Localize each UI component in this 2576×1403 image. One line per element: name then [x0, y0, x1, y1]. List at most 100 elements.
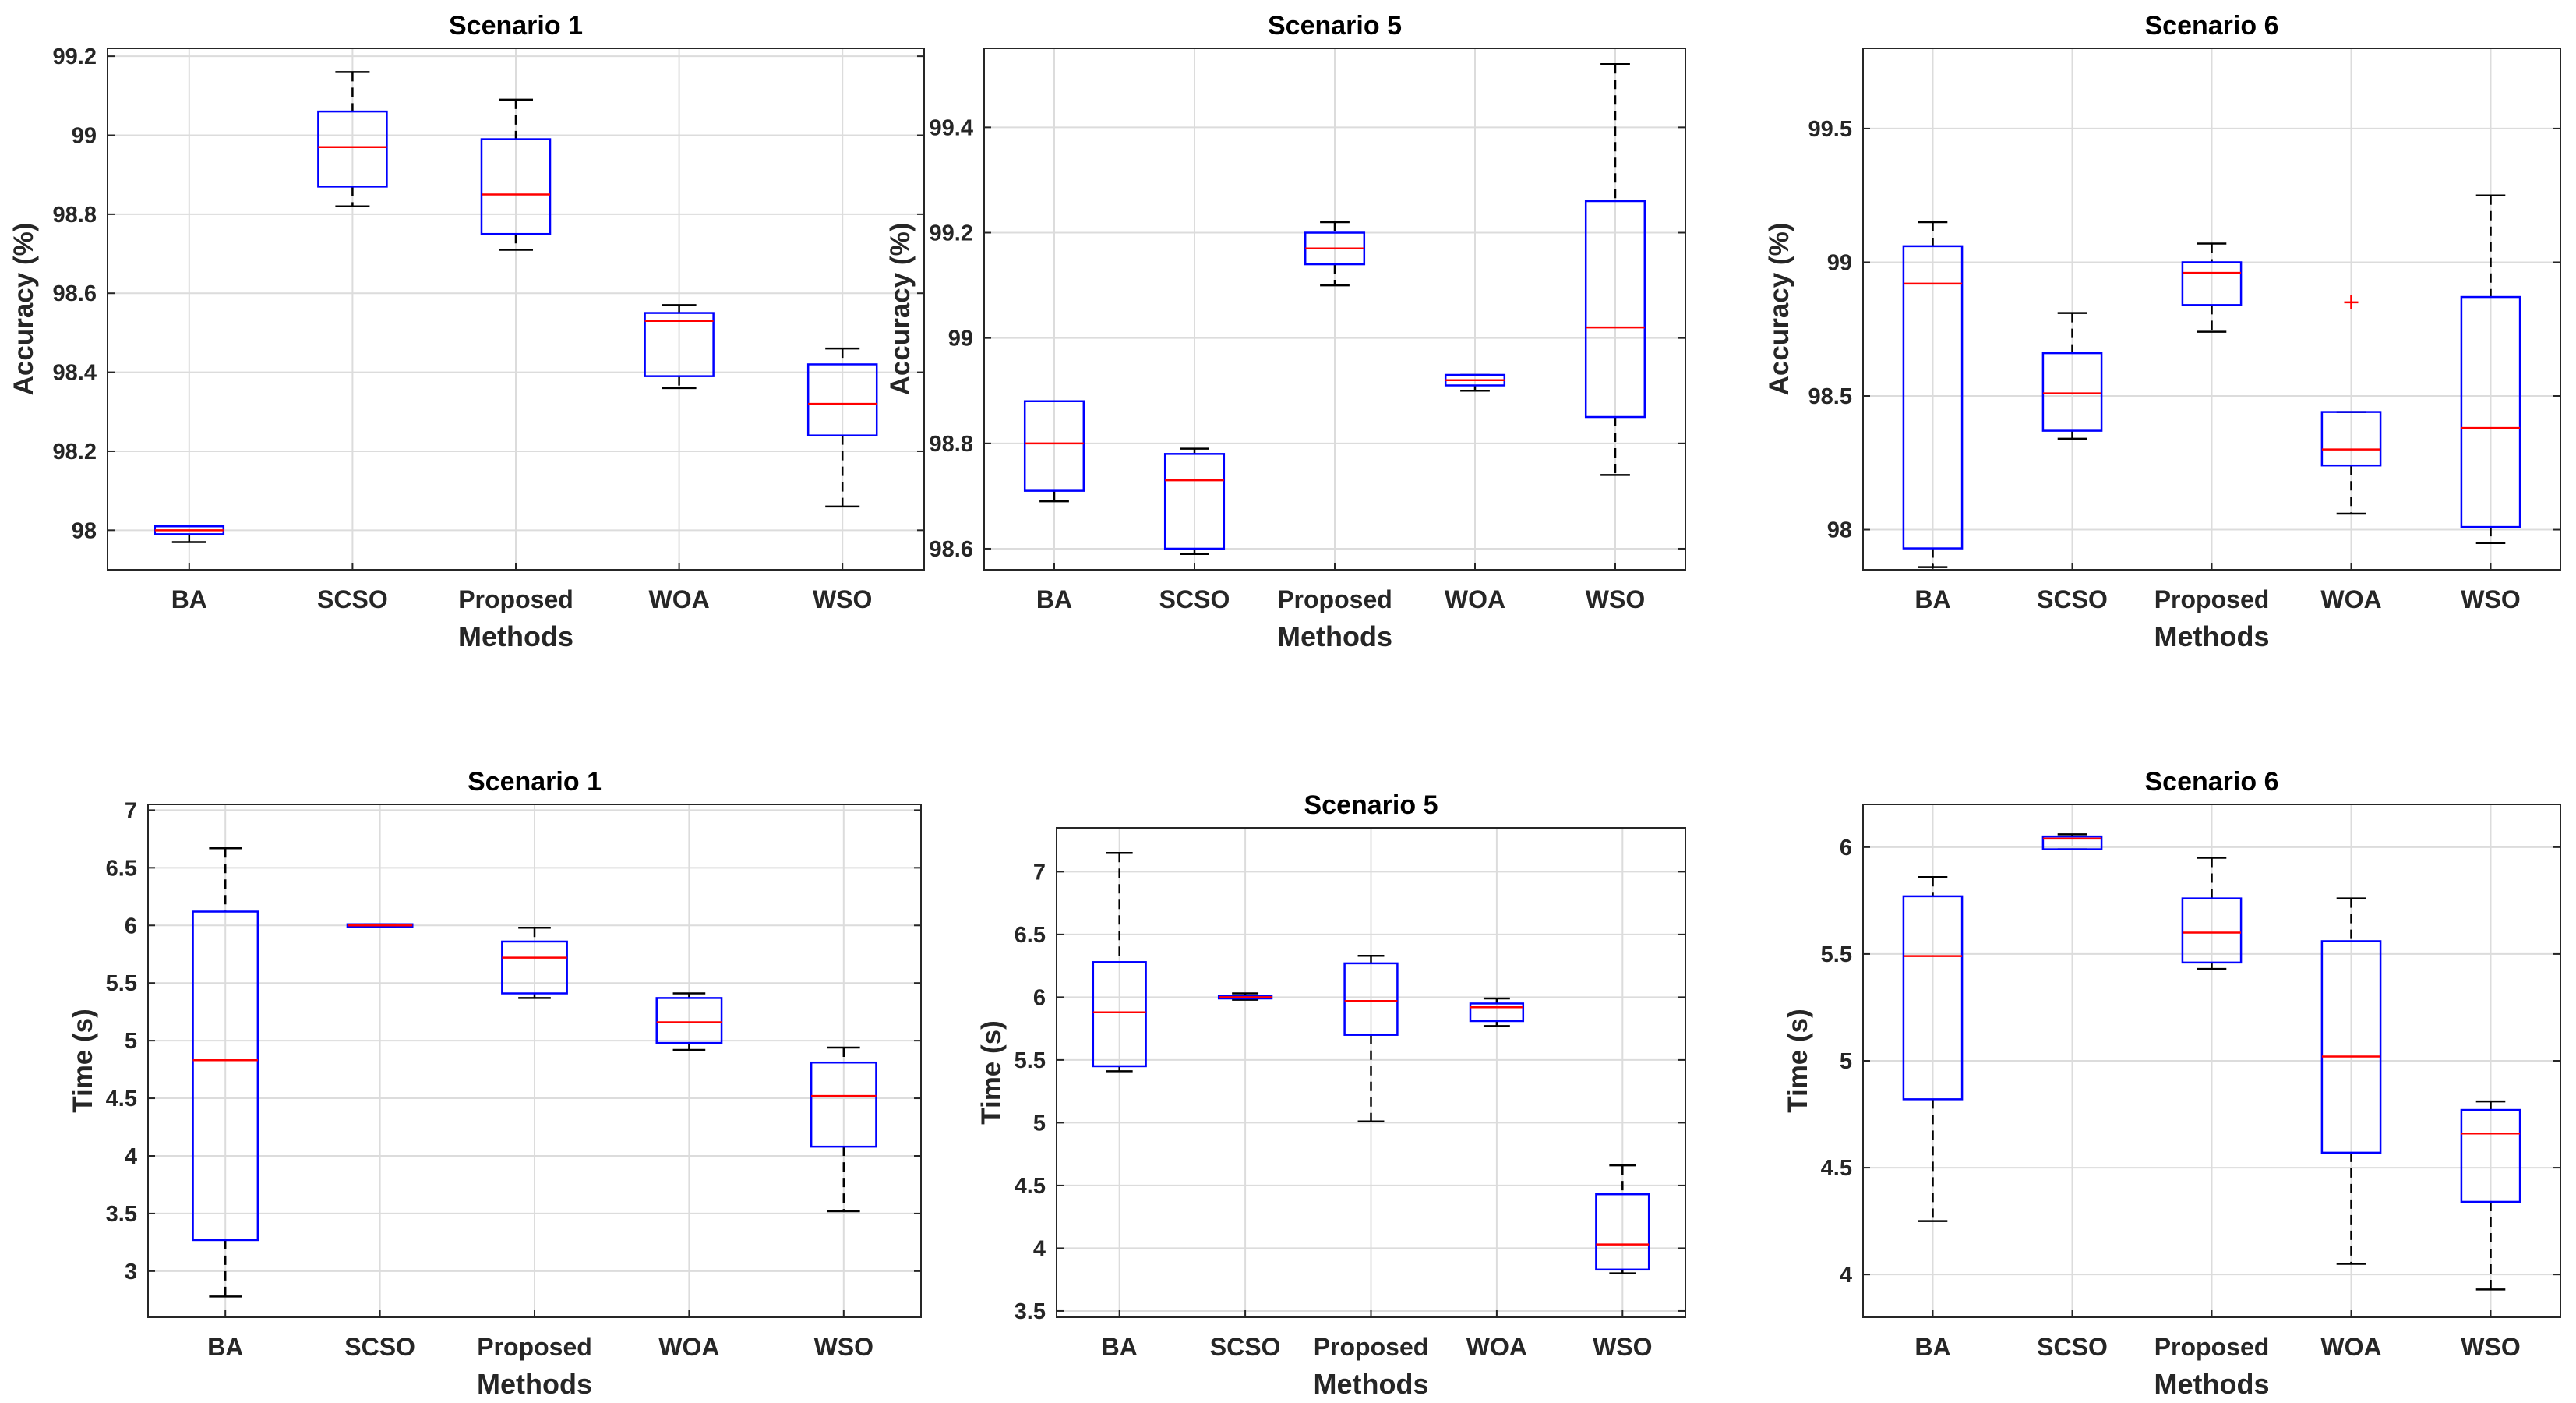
iqr-box: [1163, 453, 1226, 550]
y-axis-label: Accuracy (%): [9, 223, 39, 396]
box-SCSO: [2041, 833, 2103, 850]
y-tick-label: 98.8: [930, 432, 973, 457]
x-tick-label: WOA: [2320, 585, 2381, 613]
y-tick-label: 4: [1840, 1263, 1852, 1288]
iqr-box: [2320, 940, 2382, 1154]
x-axis-label: Methods: [2154, 1368, 2270, 1400]
x-tick-label: SCSO: [2037, 1333, 2108, 1361]
outlier-marker: [2344, 295, 2359, 309]
chart-title: Scenario 5: [1268, 11, 1402, 41]
x-axis-label: Methods: [477, 1368, 592, 1400]
box-WOA: [2320, 897, 2382, 1265]
boxplot-panel-2: 98.6 98.8 99 99.2 99.4 BA SCSO Proposed WOA WSO Sc…: [885, 11, 1686, 652]
y-tick-label: 4.5: [1015, 1174, 1046, 1199]
box-BA: [1902, 875, 1964, 1222]
y-tick-label: 99.4: [930, 115, 973, 140]
x-tick-label: Proposed: [477, 1333, 592, 1361]
y-axis-label: Accuracy (%): [885, 223, 916, 396]
x-tick-label: SCSO: [344, 1333, 415, 1361]
y-tick-label: 3.5: [106, 1202, 137, 1227]
y-tick-label: 99.2: [53, 44, 97, 69]
y-tick-label: 99.5: [1808, 117, 1852, 142]
iqr-box: [655, 997, 723, 1044]
y-tick-label: 6.5: [106, 856, 137, 881]
chart-title: Scenario 1: [449, 11, 583, 41]
y-tick-label: 98.6: [930, 537, 973, 562]
x-tick-label: WSO: [2461, 585, 2520, 613]
box-WOA: [655, 992, 723, 1051]
box-BA: [1023, 400, 1085, 503]
iqr-box: [501, 940, 568, 995]
y-axis-label: Time (s): [1783, 1009, 1813, 1113]
boxplot-panel-3: 98 98.5 99 99.5 BA SCSO Proposed WOA WSO Scenario…: [1764, 11, 2561, 652]
y-tick-label: 4: [125, 1144, 137, 1169]
x-tick-label: Proposed: [458, 585, 573, 613]
iqr-box: [1902, 245, 1964, 550]
y-tick-label: 5.5: [1015, 1048, 1046, 1073]
box-WSO: [1584, 63, 1646, 476]
chart-title: Scenario 6: [2145, 767, 2279, 797]
box-WSO: [1595, 1164, 1650, 1274]
box-WOA: [2320, 295, 2382, 515]
x-tick-label: WOA: [658, 1333, 719, 1361]
y-tick-label: 98: [1827, 518, 1852, 543]
iqr-box: [1092, 961, 1147, 1068]
x-tick-label: SCSO: [1159, 585, 1230, 613]
iqr-box: [806, 363, 878, 436]
boxplot-panel-6: 4 4.5 5 5.5 6 BA SCSO Proposed WOA WSO Scenario 6 M…: [1783, 767, 2561, 1400]
y-tick-label: 98.6: [53, 281, 97, 306]
x-axis-label: Methods: [1277, 620, 1392, 652]
y-tick-label: 5.5: [106, 971, 137, 996]
y-tick-label: 5: [125, 1029, 137, 1054]
iqr-box: [1902, 895, 1964, 1101]
x-axis-label: Methods: [1314, 1368, 1429, 1400]
x-axis-label: Methods: [458, 620, 573, 652]
x-tick-label: SCSO: [317, 585, 388, 613]
iqr-box: [2320, 411, 2382, 467]
boxplot-panel-1: 98 98.2 98.4 98.6 98.8 99 99.2 BA SCSO Proposed WO…: [9, 11, 925, 652]
y-tick-label: 99.2: [930, 221, 973, 246]
x-tick-label: SCSO: [1210, 1333, 1281, 1361]
boxplot-panel-5: 3.5 4 4.5 5 5.5 6 6.5 7 BA SCSO Proposed WOA WSO Scen…: [976, 790, 1686, 1400]
iqr-box: [317, 110, 388, 188]
box-Proposed: [1304, 221, 1366, 287]
box-Proposed: [2181, 857, 2243, 970]
y-tick-label: 3: [125, 1260, 137, 1285]
box-WSO: [810, 1046, 877, 1213]
x-tick-label: SCSO: [2037, 585, 2108, 613]
iqr-box: [1584, 200, 1646, 419]
box-WOA: [1469, 997, 1525, 1027]
y-tick-label: 98.4: [53, 361, 97, 386]
x-tick-label: WOA: [1466, 1333, 1527, 1361]
iqr-box: [644, 312, 715, 377]
y-tick-label: 4.5: [106, 1087, 137, 1111]
iqr-box: [480, 138, 552, 235]
x-tick-label: WSO: [2461, 1333, 2520, 1361]
iqr-box: [1343, 962, 1399, 1036]
y-tick-label: 3.5: [1015, 1299, 1046, 1324]
box-SCSO: [317, 71, 388, 207]
x-axis-label: Methods: [2154, 620, 2270, 652]
box-Proposed: [2181, 242, 2243, 333]
iqr-box: [2181, 261, 2243, 306]
box-WSO: [2460, 1100, 2521, 1291]
iqr-box: [2041, 352, 2103, 432]
iqr-box: [192, 910, 259, 1242]
box-BA: [154, 525, 225, 543]
x-tick-label: BA: [1036, 585, 1072, 613]
y-tick-label: 99: [1827, 250, 1852, 275]
y-tick-label: 99: [948, 327, 973, 352]
y-tick-label: 5: [1840, 1049, 1852, 1074]
box-WOA: [644, 304, 715, 390]
box-Proposed: [480, 98, 552, 251]
x-tick-label: Proposed: [2154, 1333, 2270, 1361]
box-BA: [192, 846, 259, 1298]
chart-title: Scenario 1: [468, 767, 602, 797]
box-WSO: [806, 347, 878, 508]
chart-title: Scenario 6: [2145, 11, 2279, 41]
x-tick-label: BA: [1102, 1333, 1138, 1361]
boxplot-panel-4: 3 3.5 4 4.5 5 5.5 6 6.5 7 BA SCSO Proposed WOA WSO Sce…: [68, 767, 922, 1400]
y-tick-label: 99: [72, 124, 97, 149]
x-tick-label: WSO: [814, 1333, 873, 1361]
